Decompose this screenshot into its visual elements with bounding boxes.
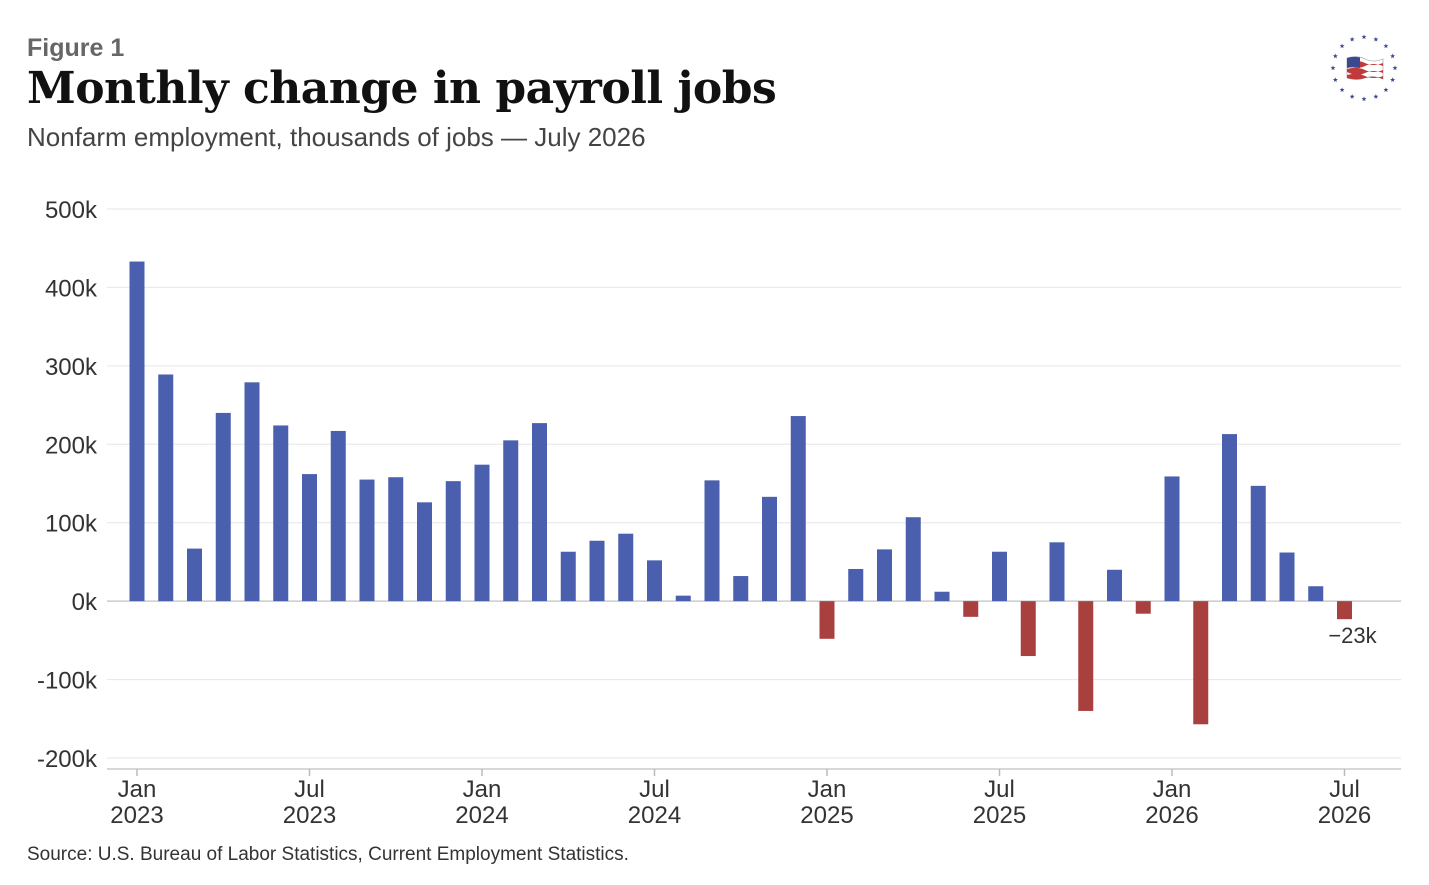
chart-title: Monthly change in payroll jobs	[27, 63, 777, 114]
bar	[992, 551, 1007, 602]
x-tick-label-year: 2026	[1145, 802, 1198, 829]
source-note: Source: U.S. Bureau of Labor Statistics,…	[27, 844, 629, 865]
x-tick-label-month: Jul	[984, 776, 1015, 803]
bar	[790, 416, 806, 602]
logo-star	[1349, 36, 1355, 42]
x-tick-label-year: 2026	[1318, 802, 1371, 829]
bar	[302, 474, 317, 602]
figure-label: Figure 1	[27, 34, 125, 62]
x-tick-label-month: Jul	[639, 776, 670, 803]
x-tick-label-month: Jan	[118, 776, 157, 803]
logo-star	[1349, 94, 1355, 99]
bar	[1337, 601, 1352, 620]
logo-star	[1339, 43, 1345, 49]
data-label: −23k	[1328, 623, 1377, 648]
bar	[877, 549, 892, 602]
logo-star	[1383, 43, 1389, 49]
us-flag-stars-icon	[1330, 34, 1398, 102]
bar	[532, 423, 547, 602]
bar	[589, 540, 605, 602]
annotations: −23k	[1328, 623, 1377, 648]
gridlines	[107, 208, 1401, 759]
y-tick-label: 500k	[45, 197, 98, 224]
bar	[158, 374, 174, 602]
bar	[244, 382, 260, 602]
bar	[1279, 552, 1295, 602]
x-tick-label-year: 2023	[110, 802, 163, 829]
y-tick-label: 200k	[45, 432, 98, 459]
bar	[215, 412, 231, 602]
logo-star	[1330, 65, 1336, 71]
y-tick-label: -100k	[37, 668, 98, 695]
y-axis-ticks: 500k 400k 300k 200k 100k 0k -100k -200k	[37, 197, 98, 773]
bar	[934, 591, 950, 602]
logo-star	[1361, 34, 1367, 40]
x-tick-label-year: 2024	[455, 802, 508, 829]
bar	[1020, 601, 1036, 657]
bar	[1250, 485, 1266, 602]
y-tick-label: 400k	[45, 275, 98, 302]
x-axis-ticks: Jan2023Jul2023Jan2024Jul2024Jan2025Jul20…	[110, 769, 1371, 829]
bar	[388, 477, 404, 602]
logo-star	[1339, 87, 1345, 93]
bar	[445, 481, 461, 602]
bar	[963, 601, 979, 617]
bar	[647, 560, 662, 602]
bar	[733, 576, 749, 602]
logo-star	[1373, 36, 1379, 42]
logo-star	[1332, 77, 1338, 82]
y-tick-label: 100k	[45, 511, 98, 538]
x-tick-label-month: Jul	[1329, 776, 1360, 803]
bar	[1222, 434, 1237, 602]
bar	[819, 601, 835, 639]
bar	[1193, 601, 1209, 725]
bar	[129, 261, 145, 602]
logo-star	[1361, 96, 1367, 102]
bar	[1049, 542, 1065, 602]
y-tick-label: 300k	[45, 354, 98, 381]
logo-star	[1332, 53, 1338, 59]
logo-star	[1390, 53, 1396, 59]
bars	[129, 261, 1352, 725]
bar	[704, 480, 720, 602]
logo-star	[1373, 94, 1379, 99]
y-tick-label: -200k	[37, 746, 98, 773]
logo-star	[1390, 77, 1396, 82]
bar	[417, 502, 432, 602]
bar	[1308, 586, 1324, 602]
bar	[330, 430, 346, 602]
bar	[560, 551, 576, 602]
bar	[1107, 569, 1122, 602]
x-tick-label-month: Jan	[463, 776, 502, 803]
x-tick-label-month: Jul	[294, 776, 325, 803]
x-tick-label-month: Jan	[1153, 776, 1192, 803]
bar	[1078, 601, 1094, 711]
x-tick-label-year: 2025	[973, 802, 1026, 829]
bar	[503, 440, 519, 602]
bar	[675, 595, 691, 602]
x-tick-label-year: 2024	[628, 802, 681, 829]
logo-star	[1392, 65, 1398, 71]
x-tick-label-year: 2023	[283, 802, 336, 829]
bar	[905, 517, 921, 602]
bar	[187, 548, 202, 602]
bar	[474, 464, 490, 602]
bar	[273, 425, 289, 602]
bar	[762, 496, 777, 602]
bar	[359, 479, 375, 602]
bar	[1135, 601, 1151, 614]
bar	[618, 533, 634, 602]
chart-subtitle: Nonfarm employment, thousands of jobs — …	[27, 122, 646, 152]
bar	[1164, 476, 1180, 602]
y-tick-label: 0k	[72, 589, 98, 616]
logo-star	[1383, 87, 1389, 93]
bar	[848, 568, 864, 602]
x-tick-label-year: 2025	[800, 802, 853, 829]
x-tick-label-month: Jan	[808, 776, 847, 803]
